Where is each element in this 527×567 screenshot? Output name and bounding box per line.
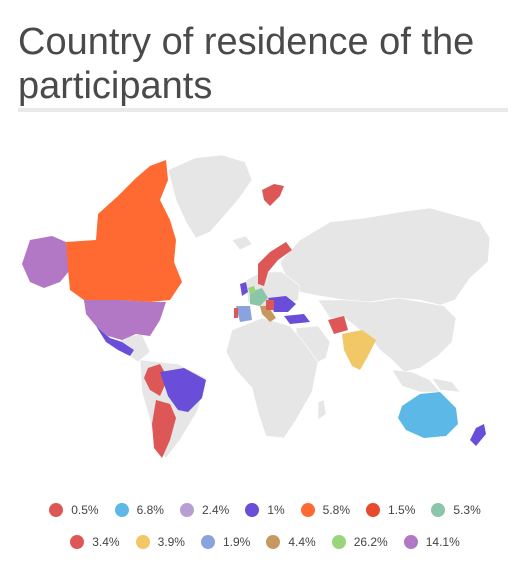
legend-row: 3.4% 3.9% 1.9% 4.4% 26.2% 14.1% [20, 532, 510, 552]
page-title: Country of residence of the participants [18, 21, 475, 107]
legend-swatch-icon [266, 535, 281, 549]
southeast-asia [391, 369, 441, 393]
balkans [266, 300, 274, 310]
legend-swatch-icon [70, 535, 85, 549]
legend-item: 5.8% [300, 500, 351, 520]
iceland [231, 235, 253, 251]
new-zealand [470, 424, 486, 446]
legend-label: 1% [267, 503, 285, 517]
base-land [119, 154, 491, 459]
australia [398, 392, 458, 438]
africa [225, 317, 319, 439]
legend-label: 4.4% [288, 535, 316, 549]
title-divider [18, 108, 508, 112]
iran [328, 316, 348, 334]
spain [236, 306, 252, 322]
madagascar [317, 399, 327, 421]
world-map [22, 154, 491, 459]
legend-label: 5.8% [322, 503, 351, 517]
legend-swatch-icon [403, 535, 418, 549]
legend-item: 3.9% [135, 532, 185, 552]
legend-swatch-icon [49, 503, 64, 517]
legend-item: 2.4% [179, 500, 230, 520]
legend-item: 3.4% [70, 532, 120, 552]
canada [66, 160, 182, 302]
legend-swatch-icon [179, 503, 194, 517]
legend-label: 6.8% [136, 503, 164, 517]
legend-label: 1.9% [222, 535, 251, 549]
north-asia [279, 207, 491, 306]
legend-swatch-icon [200, 535, 215, 549]
legend-swatch-icon [300, 503, 315, 517]
svalbard [262, 184, 284, 206]
legend-item: 1.5% [366, 500, 415, 520]
legend-swatch-icon [366, 503, 381, 517]
legend-swatch-icon [245, 503, 260, 517]
turkey [284, 314, 310, 324]
legend-item: 26.2% [331, 532, 388, 552]
legend-label: 3.4% [92, 535, 120, 549]
legend-swatch-icon [135, 535, 150, 549]
eastern-europe [268, 296, 296, 312]
legend-label: 5.3% [453, 503, 481, 517]
legend-item: 0.5% [49, 500, 99, 520]
chile-argentina [152, 400, 176, 458]
legend-label: 0.5% [71, 503, 99, 517]
united-kingdom [240, 282, 248, 296]
new-guinea [431, 377, 461, 393]
legend-item: 4.4% [266, 532, 316, 552]
legend-label: 1.5% [388, 503, 416, 517]
legend-label: 26.2% [353, 535, 388, 549]
legend: 0.5% 6.8% 2.4% 1% 5.8% 1.5% 5.3% 3.4% 3.9% 1.9% 4… [20, 500, 510, 564]
united-states [84, 300, 166, 340]
portugal [234, 308, 238, 318]
brazil [160, 368, 206, 412]
italy [260, 306, 276, 322]
legend-label: 14.1% [425, 535, 460, 549]
asia [317, 297, 457, 373]
greenland [167, 154, 253, 239]
alaska [22, 236, 70, 288]
legend-item: 1% [245, 500, 285, 520]
legend-item: 6.8% [114, 500, 164, 520]
mexico [96, 326, 134, 356]
legend-item: 1.9% [200, 532, 251, 552]
india [342, 330, 376, 370]
legend-label: 2.4% [201, 503, 230, 517]
legend-item: 5.3% [431, 500, 481, 520]
legend-item: 14.1% [403, 532, 460, 552]
legend-swatch-icon [331, 535, 346, 549]
legend-swatch-icon [114, 503, 129, 517]
legend-swatch-icon [431, 503, 446, 517]
legend-label: 3.9% [157, 535, 185, 549]
norway [258, 242, 292, 286]
legend-row: 0.5% 6.8% 2.4% 1% 5.8% 1.5% 5.3% [20, 500, 510, 520]
netherlands [248, 286, 256, 294]
